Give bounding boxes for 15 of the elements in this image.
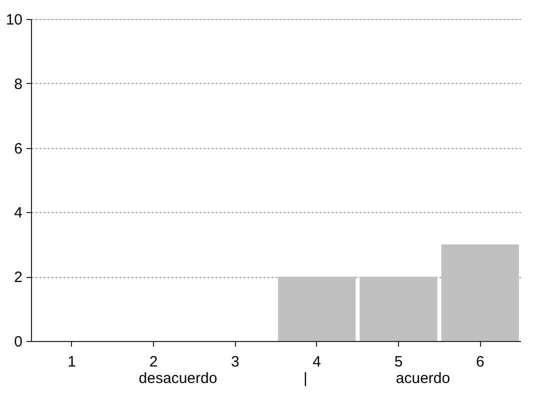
- x-tick-label: 6: [476, 354, 484, 370]
- text: desacuerdo: [138, 370, 218, 387]
- y-tick-label: 0: [14, 334, 22, 350]
- x-tick-label: 5: [394, 354, 403, 370]
- y-tick-label: 8: [14, 76, 22, 93]
- y-tick-label: 4: [14, 204, 22, 222]
- x-tick-label: 1: [68, 354, 76, 370]
- y-tick-label: 10: [6, 12, 22, 28]
- x-tick-label: 2: [149, 354, 158, 370]
- text: acuerdo: [396, 370, 450, 387]
- y-tick-label: 2: [14, 269, 22, 286]
- y-tick-label: 6: [14, 140, 22, 158]
- x-tick-label: 4: [312, 354, 322, 370]
- text: |: [303, 370, 308, 387]
- x-tick-label: 3: [230, 354, 240, 370]
